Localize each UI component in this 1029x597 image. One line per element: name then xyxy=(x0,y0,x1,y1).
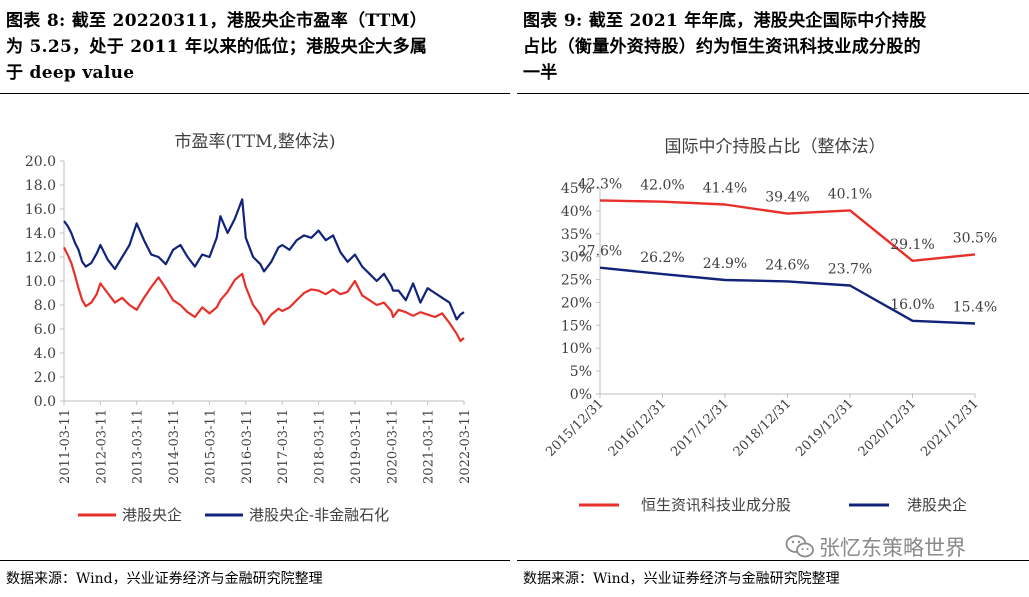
right-source-note: 数据来源：Wind，兴业证券经济与金融研究院整理 xyxy=(523,571,840,587)
chart2-x-tick-label: 2018/12/31 xyxy=(731,396,795,460)
chart1-x-tick-label: 2022-03-11 xyxy=(458,409,473,484)
chart2-data-label: 41.4% xyxy=(703,180,747,196)
chart2-data-label: 15.4% xyxy=(953,300,997,316)
chart1-x-tick-label: 2017-03-11 xyxy=(276,409,291,484)
chart2-data-label: 26.2% xyxy=(640,250,684,266)
chart1-x-tick-label: 2015-03-11 xyxy=(203,409,218,484)
chart2-y-tick-label: 40% xyxy=(561,204,592,220)
chart2-x-tick-label: 2019/12/31 xyxy=(793,396,857,460)
chart2-y-tick-label: 35% xyxy=(561,227,592,243)
left-bottom-rule xyxy=(0,560,510,561)
left-title-line-2: 为 5.25，处于 2011 年以来的低位；港股央企大多属 xyxy=(6,37,428,57)
right-bottom-rule xyxy=(517,560,1029,561)
chart1-y-tick-label: 12.0 xyxy=(25,250,56,266)
chart2-x-tick-label: 2021/12/31 xyxy=(918,396,982,460)
chart2-data-label: 24.6% xyxy=(765,257,809,273)
chart1-y-tick-label: 4.0 xyxy=(34,346,56,362)
chart1-y-tick-label: 20.0 xyxy=(25,154,56,170)
chart2-y-tick-label: 45% xyxy=(561,181,592,197)
chart1-x-tick-label: 2016-03-11 xyxy=(240,409,255,484)
wechat-icon xyxy=(785,535,814,558)
chart1-x-tick-label: 2013-03-11 xyxy=(131,409,146,484)
left-source-note: 数据来源：Wind，兴业证券经济与金融研究院整理 xyxy=(6,571,323,587)
chart1-y-tick-label: 14.0 xyxy=(25,226,56,242)
chart1-series-line-central-soe-ex-fin xyxy=(63,198,465,321)
chart2-data-label: 16.0% xyxy=(890,297,934,313)
chart1-x-tick-label: 2011-03-11 xyxy=(58,409,73,484)
chart2-y-tick-label: 20% xyxy=(561,295,592,311)
watermark-text: 张忆东策略世界 xyxy=(819,536,966,560)
chart2-series-line-hs-it xyxy=(599,199,976,262)
pe-ratio-chart: 市盈率(TTM,整体法) 0.0 2.0 4.0 6.0 8.0 10.0 12.0 14.0 1… xyxy=(25,132,473,524)
chart2-y-tick-label: 25% xyxy=(561,273,592,289)
chart2-data-label: 27.6% xyxy=(578,244,622,260)
right-title-line-1: 图表 9: 截至 2021 年年底，港股央企国际中介持股 xyxy=(523,11,927,31)
right-figure-panel: 图表 9: 截至 2021 年年底，港股央企国际中介持股 占比（衡量外资持股）约… xyxy=(517,0,1029,597)
chart1-y-tick-label: 18.0 xyxy=(25,178,56,194)
chart1-legend-label: 港股央企 xyxy=(122,506,182,524)
chart2-data-label: 40.1% xyxy=(828,186,872,202)
chart2-y-tick-label: 30% xyxy=(561,250,592,266)
right-title-line-2: 占比（衡量外资持股）约为恒生资讯科技业成分股的 xyxy=(523,37,921,57)
chart2-x-tick-label: 2017/12/31 xyxy=(668,396,732,460)
chart1-y-tick-label: 16.0 xyxy=(25,202,56,218)
chart1-series-line-central-soe xyxy=(63,246,465,343)
chart2-x-tick-label: 2015/12/31 xyxy=(543,396,607,460)
chart1-title: 市盈率(TTM,整体法) xyxy=(174,132,335,152)
chart1-y-tick-label: 0.0 xyxy=(34,394,56,410)
chart1-x-tick-label: 2019-03-11 xyxy=(349,409,364,484)
watermark: 张忆东策略世界 xyxy=(785,532,966,562)
chart1-y-tick-label: 6.0 xyxy=(34,322,56,338)
chart2-y-tick-label: 0% xyxy=(570,387,592,403)
left-figure-panel: 图表 8: 截至 20220311，港股央企市盈率（TTM） 为 5.25，处于… xyxy=(0,0,510,597)
chart1-x-tick-label: 2012-03-11 xyxy=(94,409,109,484)
chart2-series-line-central-soe xyxy=(599,266,976,325)
left-title-line-1: 图表 8: 截至 20220311，港股央企市盈率（TTM） xyxy=(6,11,427,31)
chart2-data-label: 24.9% xyxy=(703,256,747,272)
chart2-data-label: 29.1% xyxy=(890,237,934,253)
chart1-x-tick-label: 2014-03-11 xyxy=(167,409,182,484)
chart1-x-tick-label: 2020-03-11 xyxy=(385,409,400,484)
chart1-x-tick-label: 2018-03-11 xyxy=(313,409,328,484)
chart2-data-label: 23.7% xyxy=(828,262,872,278)
right-title-line-3: 一半 xyxy=(523,63,558,83)
chart2-x-tick-label: 2016/12/31 xyxy=(606,396,670,460)
foreign-holding-chart: 国际中介持股占比（整体法） 0% 5% 10% 15% 20% 25% 30% 35% 40% 45… xyxy=(543,137,997,514)
chart2-data-label: 42.0% xyxy=(640,178,684,194)
left-title-line-3: 于 deep value xyxy=(6,63,135,83)
chart2-y-tick-label: 15% xyxy=(561,318,592,334)
right-top-rule xyxy=(517,93,1029,94)
chart2-data-label: 30.5% xyxy=(953,230,997,246)
right-figure-title: 图表 9: 截至 2021 年年底，港股央企国际中介持股 占比（衡量外资持股）约… xyxy=(523,8,1023,86)
chart2-legend-label: 港股央企 xyxy=(907,496,967,514)
left-top-rule xyxy=(0,93,510,94)
chart2-x-tick-label: 2020/12/31 xyxy=(856,396,920,460)
chart1-y-tick-label: 8.0 xyxy=(34,298,56,314)
chart2-legend-label: 恒生资讯科技业成分股 xyxy=(641,496,791,514)
chart2-title: 国际中介持股占比（整体法） xyxy=(665,137,886,157)
chart2-y-tick-label: 10% xyxy=(561,341,592,357)
chart2-data-label: 42.3% xyxy=(578,176,622,192)
chart2-y-tick-label: 5% xyxy=(570,364,592,380)
chart1-y-tick-label: 10.0 xyxy=(25,274,56,290)
chart1-x-tick-label: 2021-03-11 xyxy=(422,409,437,484)
chart1-legend-label: 港股央企-非金融石化 xyxy=(249,506,389,524)
left-figure-title: 图表 8: 截至 20220311，港股央企市盈率（TTM） 为 5.25，处于… xyxy=(6,8,504,86)
chart1-y-tick-label: 2.0 xyxy=(34,370,56,386)
chart2-data-label: 39.4% xyxy=(765,190,809,206)
